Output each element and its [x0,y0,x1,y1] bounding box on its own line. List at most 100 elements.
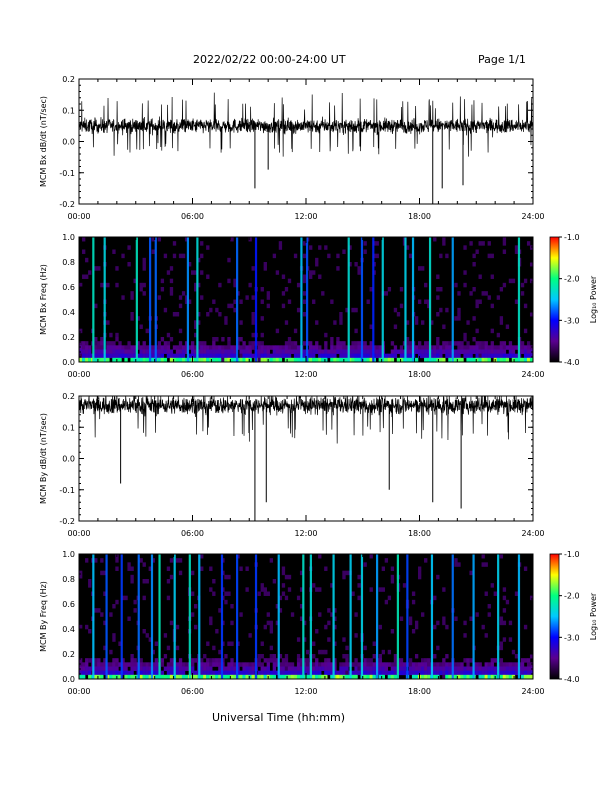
spectrogram-cell [194,674,198,680]
spectrogram-cell [457,345,461,350]
spectrogram-cell [139,357,143,363]
spectrogram-cell [430,345,434,350]
spectrogram-cell [212,645,216,651]
spectrogram-cell [523,278,528,284]
spectrogram-cell [336,357,340,363]
spectrogram-cell [430,357,434,363]
spectrogram-cell [224,674,228,680]
spectrogram-cell [378,674,382,680]
spectrogram-cell [348,245,352,250]
spectrogram-cell [200,353,204,359]
spectrogram-cell [442,666,446,671]
spectrogram-cell [330,349,334,354]
spectrogram-cell [181,291,186,296]
spectrogram-cell [318,587,322,592]
spectrogram-cell [381,674,385,680]
spectrogram-cell [318,612,322,617]
spectrogram-cell [348,345,352,350]
spectrogram-cell [100,353,104,359]
spectrogram-cell [215,662,219,667]
spectrogram-cell [363,662,367,667]
spectrogram-cell [197,282,201,288]
spectrogram-cell [469,570,473,576]
spectrogram-cell [109,345,113,350]
spectrogram-cell [466,349,470,354]
spectrogram-cell [348,353,352,359]
spectrogram-cell [296,353,301,359]
spectrogram-cell [94,266,98,271]
spectrogram-cell [209,587,213,592]
x-tick-label: 18:00 [408,687,431,696]
spectrogram-cell [339,349,343,354]
spectrogram-cell [478,357,482,363]
spectrogram-cell [169,353,174,359]
spectrogram-cell [281,274,286,279]
spectrogram-cell [366,345,370,350]
spectrogram-cell [293,328,298,334]
spectrogram-cell [85,274,89,279]
spectrogram-cell [442,658,446,663]
spectrogram-cell [230,349,234,354]
spectrogram-cell [178,303,183,309]
spectrogram-cell [178,357,183,363]
spectrogram-cell [145,633,149,638]
spectrogram-cell [312,353,316,359]
spectrogram-cell [481,291,485,296]
spectrogram-cell [184,662,189,667]
spectrogram-cell [496,345,501,350]
spectrogram-cell [454,562,458,567]
x-tick-label: 12:00 [294,212,317,221]
spectrogram-cell [163,349,168,354]
spectrogram-cell [224,670,228,676]
spectrogram-cell [266,295,270,300]
spectrogram-cell [112,633,116,638]
spectrogram-cell [115,337,119,342]
spectrogram-cell [481,349,485,354]
spectrogram-cell [499,658,504,663]
spectrogram-cell [275,670,280,676]
spectrogram-cell [309,345,313,350]
spectrogram-cell [239,670,243,676]
spectrogram-cell [103,591,107,596]
spectrogram-cell [460,666,464,671]
colorbar [549,236,560,363]
spectrogram-cell [230,658,234,663]
spectrogram-cell [442,241,446,246]
spectrogram-cell [436,620,440,626]
spectrogram-cell [230,604,234,609]
spectrogram-cell [118,670,122,676]
spectrogram-cell [463,674,467,680]
spectrogram-cell [481,666,485,671]
spectrogram-cell [321,349,325,354]
spectrogram-cell [354,307,358,313]
spectrogram-cell [378,353,382,359]
spectrogram-cell [260,674,264,680]
spectrogram-cell [472,262,476,267]
spectrogram-cell [315,674,319,680]
spectrogram-cell [263,674,267,680]
spectrogram-cell [284,595,289,601]
spectrogram-line [188,554,191,679]
spectrogram-cell [142,282,146,288]
y-tick-label: 0.0 [62,675,75,684]
spectrogram-cell [475,299,479,304]
spectrogram-cell [457,666,461,671]
spectrogram-cell [257,662,261,667]
colorbar-tick-label: -3.0 [564,316,580,325]
spectrogram-cell [469,345,473,350]
spectrogram-cell [103,670,107,676]
spectrogram-cell [502,282,507,288]
spectrogram-cell [454,666,458,671]
spectrogram-cell [372,654,376,659]
spectrogram-cell [306,662,310,667]
spectrogram-cell [97,662,101,667]
spectrogram-cell [136,357,140,363]
spectrogram-line [92,237,95,362]
spectrogram-cell [85,345,89,350]
spectrogram-cell [463,658,467,663]
spectrogram-cell [384,666,389,671]
spectrogram-cell [478,349,482,354]
spectrogram-cell [106,662,110,667]
spectrogram-cell [124,595,128,601]
spectrogram-cell [487,241,491,246]
